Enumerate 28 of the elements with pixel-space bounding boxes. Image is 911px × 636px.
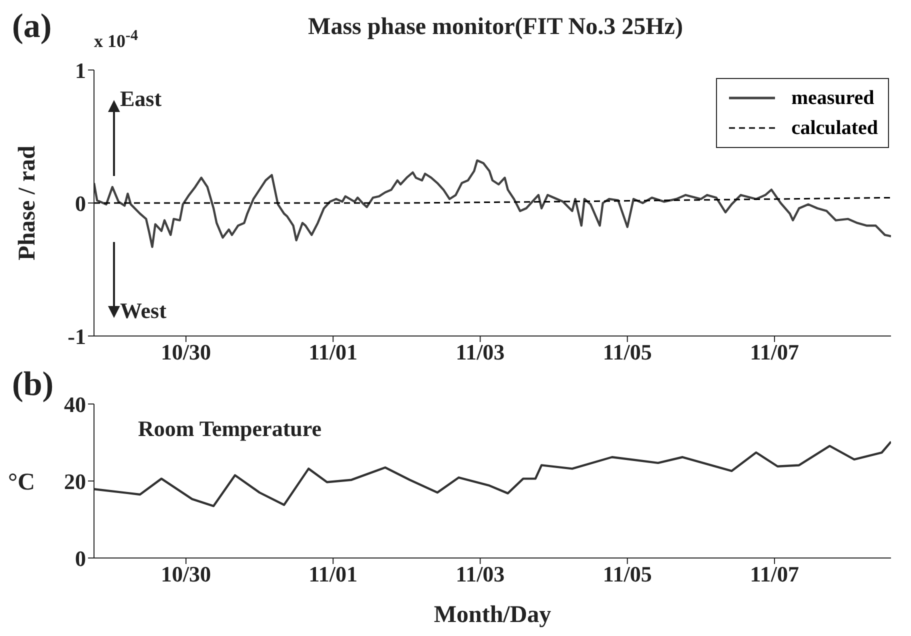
text: x 10$^{-4}$	[94, 28, 138, 52]
x-tick-label: 11/07	[750, 340, 799, 365]
y-tick-label: 0	[75, 546, 86, 571]
annotation: Room Temperature	[138, 416, 322, 442]
y-tick-label: -1	[68, 324, 86, 349]
x-tick-label: 11/05	[602, 562, 652, 587]
x-tick-label: 11/07	[750, 562, 799, 587]
text: (b)	[12, 366, 54, 404]
y-tick-label: 0	[75, 190, 86, 216]
annotation: West	[120, 298, 166, 324]
x-tick-label: 11/01	[308, 562, 358, 587]
annotation: East	[120, 86, 162, 112]
y-tick-label: 40	[64, 392, 86, 417]
legend-label: calculated	[791, 116, 878, 141]
y-tick-label: 1	[75, 58, 86, 83]
text: (a)	[12, 8, 52, 46]
x-tick-label: 11/05	[602, 340, 652, 365]
legend-label: measured	[791, 86, 874, 111]
chart-title: Mass phase monitor(FIT No.3 25Hz)	[308, 14, 683, 40]
x-tick-label: 10/30	[160, 562, 212, 587]
y-axis-title: Phase / rad	[14, 145, 41, 260]
y-tick-label: 20	[64, 468, 86, 494]
x-tick-label: 10/30	[160, 340, 212, 365]
x-tick-label: 11/03	[456, 562, 505, 587]
x-axis-title: Month/Day	[434, 602, 552, 628]
x-tick-label: 11/03	[456, 340, 505, 365]
y-axis-title: °C	[8, 470, 35, 496]
x-tick-label: 11/01	[308, 340, 358, 365]
